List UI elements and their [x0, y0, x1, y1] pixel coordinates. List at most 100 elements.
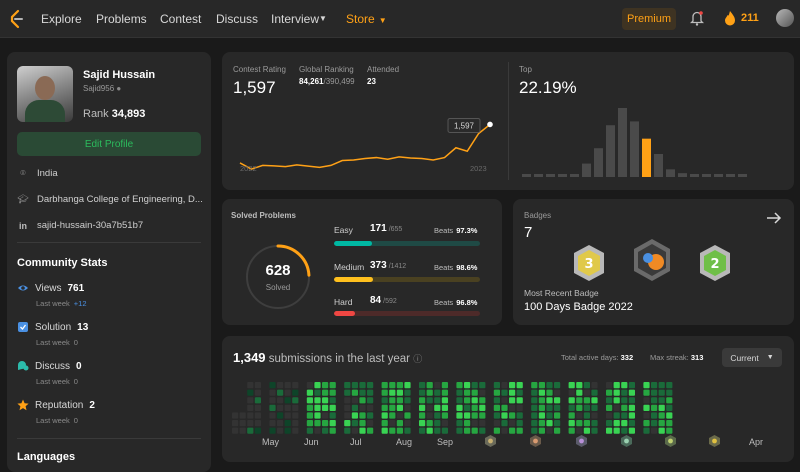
heatmap-cell[interactable] — [456, 412, 463, 419]
heatmap-cell[interactable] — [666, 404, 673, 411]
histogram-bar[interactable] — [606, 125, 615, 177]
heatmap-cell[interactable] — [643, 389, 650, 396]
heatmap-cell[interactable] — [606, 389, 613, 396]
heatmap-cell[interactable] — [404, 404, 411, 411]
histogram-bar[interactable] — [570, 174, 579, 177]
heatmap-cell[interactable] — [247, 427, 254, 434]
heatmap-cell[interactable] — [516, 420, 523, 427]
heatmap-cell[interactable] — [306, 412, 313, 419]
heatmap-cell[interactable] — [359, 382, 366, 389]
heatmap-cell[interactable] — [546, 382, 553, 389]
heatmap-cell[interactable] — [344, 389, 351, 396]
heatmap-cell[interactable] — [651, 382, 658, 389]
heatmap-cell[interactable] — [606, 382, 613, 389]
heatmap-cell[interactable] — [583, 397, 590, 404]
heatmap-cell[interactable] — [232, 405, 238, 411]
heatmap-cell[interactable] — [381, 420, 388, 427]
heatmap-cell[interactable] — [441, 427, 448, 434]
histogram-bar[interactable] — [618, 108, 627, 177]
heatmap-cell[interactable] — [538, 382, 545, 389]
heatmap-cell[interactable] — [591, 427, 598, 434]
heatmap-cell[interactable] — [419, 382, 426, 389]
heatmap-cell[interactable] — [509, 382, 516, 389]
heatmap-cell[interactable] — [479, 389, 486, 396]
rating-distribution-histogram[interactable] — [520, 102, 776, 177]
heatmap-cell[interactable] — [351, 382, 358, 389]
histogram-bar[interactable] — [546, 174, 555, 177]
heatmap-cell[interactable] — [493, 382, 500, 389]
histogram-bar[interactable] — [522, 174, 531, 177]
heatmap-cell[interactable] — [426, 397, 433, 404]
heatmap-cell[interactable] — [591, 382, 598, 389]
heatmap-cell[interactable] — [471, 427, 478, 434]
heatmap-cell[interactable] — [501, 382, 508, 389]
heatmap-cell[interactable] — [367, 382, 374, 389]
heatmap-cell[interactable] — [516, 412, 523, 419]
heatmap-cell[interactable] — [621, 427, 628, 434]
heatmap-cell[interactable] — [666, 382, 673, 389]
heatmap-cell[interactable] — [284, 397, 291, 404]
heatmap-cell[interactable] — [426, 420, 433, 427]
heatmap-cell[interactable] — [568, 382, 575, 389]
heatmap-cell[interactable] — [516, 389, 523, 396]
heatmap-cell[interactable] — [546, 397, 553, 404]
heatmap-cell[interactable] — [471, 420, 478, 427]
heatmap-cell[interactable] — [471, 389, 478, 396]
heatmap-cell[interactable] — [314, 404, 321, 411]
heatmap-cell[interactable] — [396, 382, 403, 389]
heatmap-cell[interactable] — [292, 382, 299, 389]
heatmap-cell[interactable] — [240, 382, 246, 388]
heatmap-cell[interactable] — [509, 427, 516, 434]
monthly-badge-icon[interactable] — [576, 435, 587, 447]
heatmap-cell[interactable] — [396, 404, 403, 411]
heatmap-cell[interactable] — [434, 389, 441, 396]
heatmap-cell[interactable] — [367, 427, 374, 434]
heatmap-cell[interactable] — [509, 412, 516, 419]
heatmap-cell[interactable] — [666, 427, 673, 434]
heatmap-cell[interactable] — [254, 404, 261, 411]
heatmap-cell[interactable] — [471, 412, 478, 419]
heatmap-cell[interactable] — [441, 404, 448, 411]
heatmap-cell[interactable] — [456, 427, 463, 434]
heatmap-cell[interactable] — [538, 397, 545, 404]
heatmap-cell[interactable] — [621, 389, 628, 396]
heatmap-cell[interactable] — [396, 427, 403, 434]
heatmap-cell[interactable] — [284, 382, 291, 389]
heatmap-cell[interactable] — [359, 397, 366, 404]
heatmap-cell[interactable] — [568, 404, 575, 411]
heatmap-cell[interactable] — [493, 389, 500, 396]
heatmap-cell[interactable] — [232, 427, 239, 434]
heatmap-cell[interactable] — [651, 427, 658, 434]
heatmap-cell[interactable] — [509, 404, 516, 411]
heatmap-cell[interactable] — [314, 397, 321, 404]
heatmap-cell[interactable] — [277, 404, 284, 411]
badge-2-icon[interactable]: 2 — [697, 243, 733, 283]
heatmap-cell[interactable] — [554, 397, 561, 404]
heatmap-cell[interactable] — [247, 397, 254, 404]
heatmap-cell[interactable] — [546, 404, 553, 411]
heatmap-cell[interactable] — [538, 427, 545, 434]
nav-discuss[interactable]: Discuss — [216, 12, 259, 26]
heatmap-cell[interactable] — [419, 389, 426, 396]
submission-heatmap-grid[interactable] — [232, 378, 784, 436]
heatmap-cell[interactable] — [501, 412, 508, 419]
badge-3-days-icon[interactable]: 3 — [571, 243, 607, 283]
histogram-bar-current[interactable] — [642, 138, 651, 177]
heatmap-cell[interactable] — [628, 420, 635, 427]
heatmap-cell[interactable] — [441, 420, 448, 427]
heatmap-cell[interactable] — [314, 412, 321, 419]
heatmap-cell[interactable] — [396, 412, 403, 419]
heatmap-cell[interactable] — [359, 404, 366, 411]
heatmap-cell[interactable] — [389, 412, 396, 419]
heatmap-cell[interactable] — [658, 389, 665, 396]
streak-flame-icon[interactable] — [724, 10, 736, 26]
heatmap-cell[interactable] — [306, 382, 313, 389]
heatmap-cell[interactable] — [501, 427, 508, 434]
heatmap-cell[interactable] — [367, 412, 374, 419]
heatmap-cell[interactable] — [509, 420, 516, 427]
heatmap-cell[interactable] — [479, 382, 486, 389]
heatmap-cell[interactable] — [613, 412, 620, 419]
heatmap-cell[interactable] — [419, 420, 426, 427]
heatmap-cell[interactable] — [568, 420, 575, 427]
heatmap-cell[interactable] — [389, 404, 396, 411]
